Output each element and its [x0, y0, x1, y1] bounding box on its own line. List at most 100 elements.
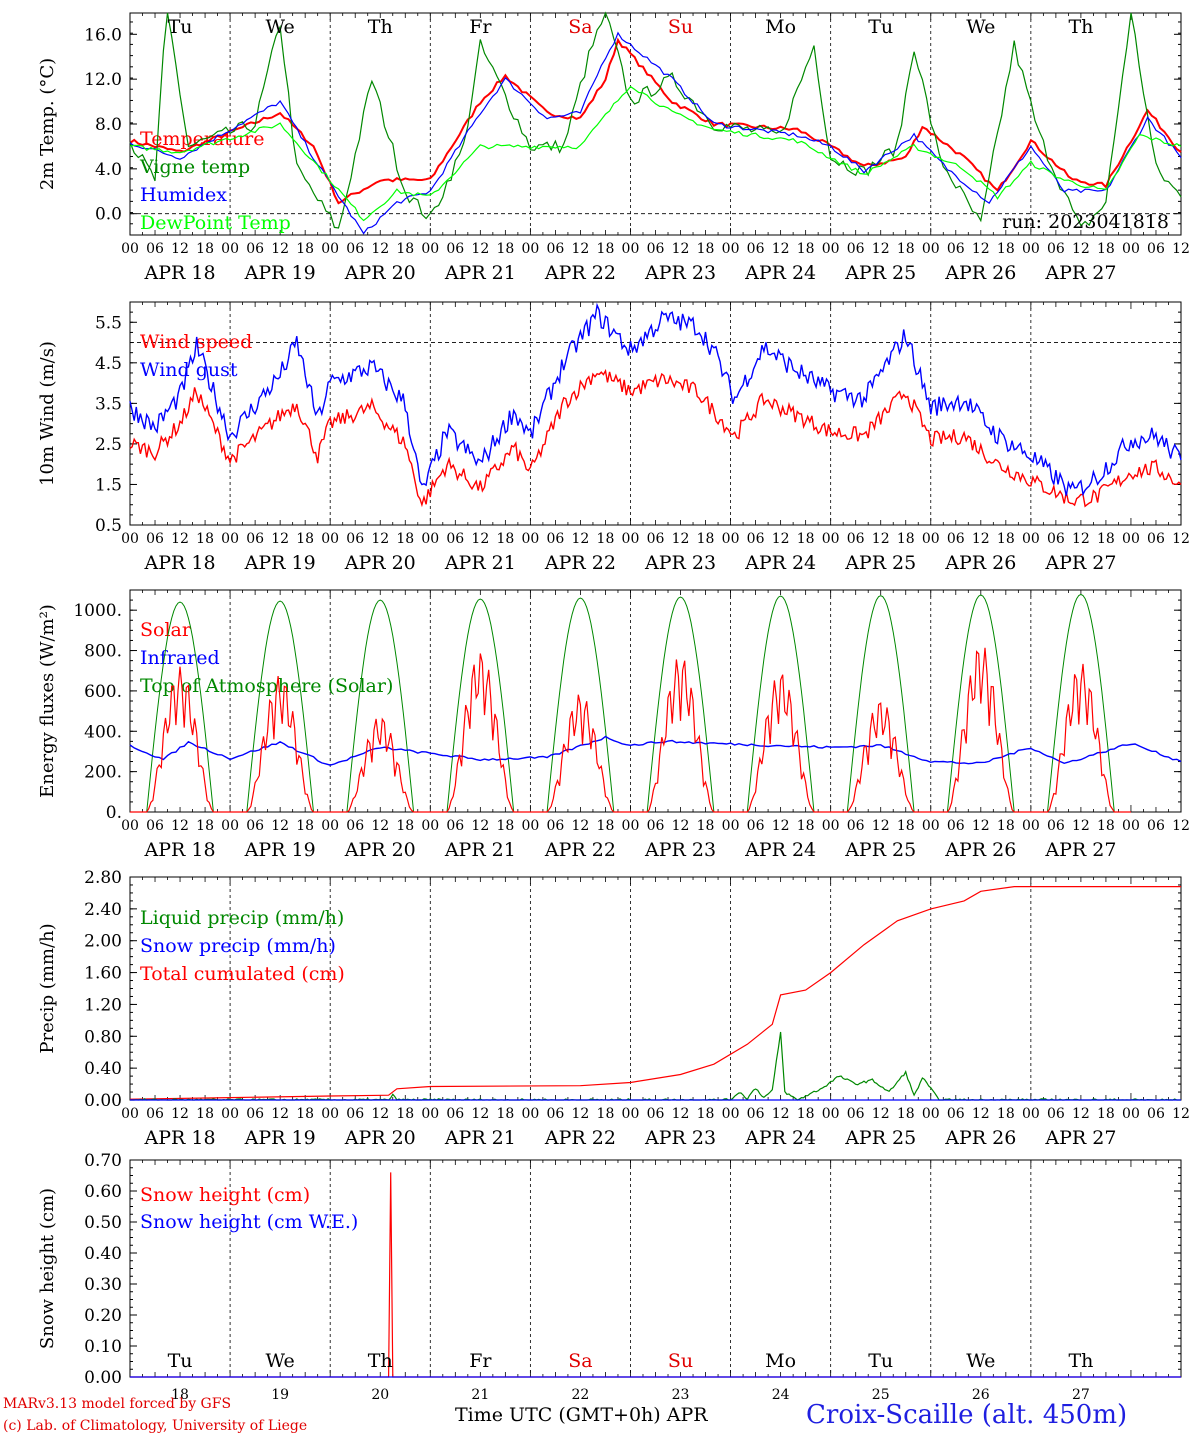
hour-tick-label: 00 — [521, 531, 539, 547]
hour-tick-label: 06 — [246, 241, 264, 257]
hour-tick-label: 18 — [697, 818, 715, 834]
y-tick-label: 0.00 — [84, 1368, 122, 1388]
hour-tick-label: 12 — [772, 531, 790, 547]
weekday-label: Su — [668, 16, 693, 38]
legend-entry: Snow precip (mm/h) — [140, 935, 336, 957]
weekday-label: Fr — [469, 16, 492, 38]
legend-entry: Liquid precip (mm/h) — [140, 907, 344, 929]
hour-tick-label: 00 — [521, 241, 539, 257]
weekday-label: Tu — [868, 1350, 893, 1372]
y-tick-label: 0.30 — [84, 1275, 122, 1295]
hour-tick-label: 12 — [772, 241, 790, 257]
hour-tick-label: 18 — [697, 531, 715, 547]
hour-tick-label: 00 — [622, 1106, 640, 1122]
hour-tick-label: 12 — [572, 241, 590, 257]
hour-tick-label: 18 — [597, 818, 615, 834]
hour-tick-label: 00 — [221, 241, 239, 257]
day-label: APR 20 — [344, 262, 416, 284]
hour-tick-label: 06 — [546, 818, 564, 834]
day-label: APR 22 — [544, 839, 616, 861]
weekday-label: Th — [368, 16, 393, 38]
panel-4: 0.00 0.40 0.80 1.20 1.60 2.00 2.40 2.80 Precip (… — [37, 868, 1190, 1149]
day-label: APR 20 — [344, 552, 416, 574]
weekday-label: We — [266, 1350, 295, 1372]
weekday-label: Mo — [765, 1350, 796, 1372]
hour-tick-label: 00 — [822, 818, 840, 834]
y-tick-label: 12.0 — [84, 70, 122, 90]
hour-tick-label: 12 — [1072, 818, 1090, 834]
hour-tick-label: 12 — [972, 241, 990, 257]
hour-tick-label: 00 — [421, 531, 439, 547]
hour-tick-label: 12 — [1172, 818, 1190, 834]
hour-tick-label: 06 — [246, 818, 264, 834]
series-humidex — [129, 31, 1182, 235]
hour-tick-label: 12 — [672, 241, 690, 257]
legend-entry: Solar — [140, 619, 192, 641]
hour-tick-label: 18 — [797, 1106, 815, 1122]
day-label: APR 21 — [444, 1127, 516, 1149]
day-label: APR 24 — [744, 552, 816, 574]
hour-tick-label: 18 — [396, 241, 414, 257]
series-solar — [130, 647, 1131, 813]
hour-tick-label: 12 — [772, 818, 790, 834]
y-tick-label: 0.00 — [84, 1091, 122, 1111]
time-axis-label: Time UTC (GMT+0h) APR — [455, 1404, 708, 1426]
panel-5: 0.00 0.10 0.20 0.30 0.40 0.50 0.60 0.70 Snow hei… — [37, 1151, 1182, 1403]
hour-tick-label: 18 — [597, 1106, 615, 1122]
series-liquid-precip-mm-h- — [130, 1031, 1181, 1101]
hour-tick-label: 12 — [471, 1106, 489, 1122]
y-tick-label: 0.40 — [84, 1059, 122, 1079]
hour-tick-label: 18 — [897, 241, 915, 257]
hour-tick-label: 00 — [221, 818, 239, 834]
hour-tick-label: 12 — [872, 241, 890, 257]
hour-tick-label: 18 — [697, 241, 715, 257]
hour-tick-label: 00 — [1022, 818, 1040, 834]
hour-tick-label: 12 — [471, 241, 489, 257]
y-tick-label: 1000. — [73, 601, 122, 621]
hour-tick-label: 12 — [1072, 531, 1090, 547]
hour-tick-label: 00 — [1022, 241, 1040, 257]
lab-credit: (c) Lab. of Climatology, University of L… — [3, 1418, 308, 1434]
weekday-label: Tu — [168, 1350, 193, 1372]
legend-entry: Wind gust — [140, 359, 238, 381]
hour-tick-label: 00 — [221, 531, 239, 547]
day-label: APR 26 — [944, 839, 1016, 861]
hour-tick-label: 18 — [496, 818, 514, 834]
hour-tick-label: 12 — [171, 241, 189, 257]
hour-tick-label: 18 — [997, 1106, 1015, 1122]
hour-tick-label: 00 — [1122, 818, 1140, 834]
series-infrared — [129, 735, 1182, 766]
y-tick-label: 800. — [84, 642, 122, 662]
hour-tick-label: 18 — [697, 1106, 715, 1122]
hour-tick-label: 18 — [1097, 531, 1115, 547]
hour-tick-label: 18 — [296, 531, 314, 547]
hour-tick-label: 12 — [672, 1106, 690, 1122]
hour-tick-label: 00 — [822, 1106, 840, 1122]
y-tick-label: 3.5 — [95, 394, 122, 414]
hour-tick-label: 06 — [246, 531, 264, 547]
hour-tick-label: 06 — [1047, 531, 1065, 547]
hour-tick-label: 18 — [597, 531, 615, 547]
y-tick-label: 0.60 — [84, 1182, 122, 1202]
legend-entry: Snow height (cm W.E.) — [140, 1211, 358, 1233]
day-label: APR 25 — [844, 552, 916, 574]
hour-tick-label: 06 — [146, 241, 164, 257]
y-tick-label: 2.80 — [84, 868, 122, 888]
hour-tick-label: 18 — [1097, 1106, 1115, 1122]
day-label: APR 26 — [944, 262, 1016, 284]
series-wind-speed — [129, 368, 1182, 508]
hour-tick-label: 18 — [496, 531, 514, 547]
hour-tick-label: 00 — [121, 1106, 139, 1122]
hour-tick-label: 00 — [922, 241, 940, 257]
panel-1: 0.0 4.0 8.0 12.0 16.0 2m Temp. (°C) 00 06 12 18 00… — [37, 11, 1190, 284]
hour-tick-label: 00 — [722, 1106, 740, 1122]
model-credit: MARv3.13 model forced by GFS — [3, 1396, 232, 1412]
weekday-label: Sa — [568, 1350, 592, 1372]
hour-tick-label: 06 — [1147, 818, 1165, 834]
hour-tick-label: 06 — [1047, 818, 1065, 834]
y-tick-label: 1.5 — [95, 475, 122, 495]
hour-tick-label: 06 — [1047, 1106, 1065, 1122]
legend-entry: Total cumulated (cm) — [140, 963, 345, 985]
weekday-label: Fr — [469, 1350, 492, 1372]
hour-tick-label: 06 — [847, 1106, 865, 1122]
